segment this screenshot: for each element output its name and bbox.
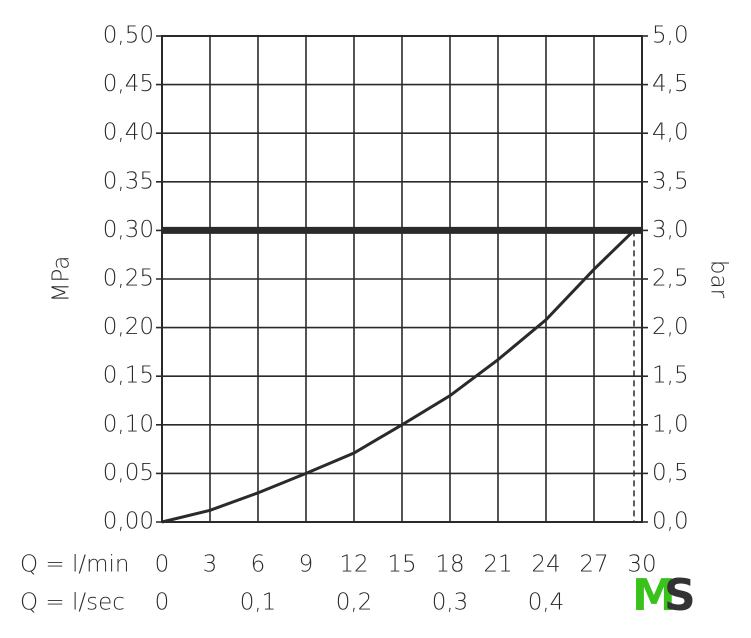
y2-tick-label: 2,0 [652,314,689,340]
x-tick-label: 15 [387,552,416,578]
x2-tick-label: 0 [155,590,170,616]
logo-m: M [632,570,672,621]
y-tick-label: 0,40 [103,120,154,146]
y-tick-label: 0,15 [103,363,154,389]
y2-axis-label: bar [706,260,732,299]
x2-tick-label: 0,3 [432,590,469,616]
y2-tick-label: 0,0 [652,509,689,535]
x-tick-label: 27 [579,552,608,578]
x-tick-label: 18 [435,552,464,578]
x-tick-label: 21 [483,552,512,578]
y2-tick-label: 5,0 [652,23,689,49]
x-tick-label: 24 [531,552,560,578]
pressure-curve [161,229,636,524]
y-axis-label: MPa [49,256,75,303]
y2-tick-label: 0,5 [652,460,689,486]
x-tick-label: 30 [627,552,656,578]
x-tick-label: 6 [251,552,266,578]
y-tick-label: 0,10 [103,411,154,437]
y-tick-label: 0,30 [103,217,154,243]
y-tick-label: 0,25 [103,266,154,292]
y2-tick-label: 4,5 [652,71,689,97]
y-tick-label: 0,05 [103,460,154,486]
y2-tick-label: 3,5 [652,168,689,194]
y-tick-label: 0,35 [103,168,154,194]
y-tick-label: 0,20 [103,314,154,340]
x2-axis-label: Q = l/sec [20,590,125,616]
x-tick-label: 3 [203,552,218,578]
x2-tick-label: 0,4 [528,590,565,616]
x-tick-label: 0 [155,552,170,578]
plot-border [161,35,643,523]
y2-tick-label: 4,0 [652,120,689,146]
x-tick-label: 12 [339,552,368,578]
x2-tick-label: 0,1 [240,590,277,616]
x-tick-label: 9 [299,552,314,578]
y2-tick-label: 1,5 [652,363,689,389]
y2-tick-label: 2,5 [652,266,689,292]
y2-tick-label: 1,0 [652,411,689,437]
x2-tick-label: 0,2 [336,590,373,616]
x-axis-label: Q = l/min [20,552,130,578]
y-tick-label: 0,50 [103,23,154,49]
y-tick-label: 0,45 [103,71,154,97]
y2-tick-label: 3,0 [652,217,689,243]
logo-s: S [664,570,696,621]
y-tick-label: 0,00 [103,509,154,535]
